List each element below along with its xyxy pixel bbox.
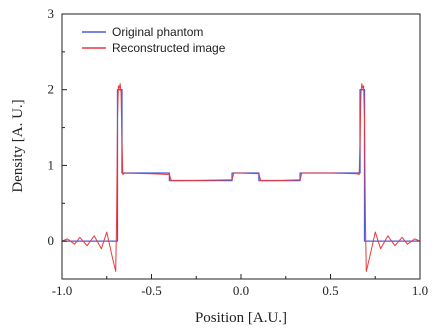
y-tick-label: 2: [48, 82, 55, 97]
y-tick-label: 1: [48, 157, 55, 172]
x-tick-label: 0.0: [233, 283, 249, 298]
series-original-phantom-line: [62, 89, 420, 242]
legend-label-original: Original phantom: [112, 25, 203, 39]
legend-label-reconstructed: Reconstructed image: [112, 41, 226, 55]
y-tick-label: 0: [48, 233, 55, 248]
x-tick-label: 1.0: [412, 283, 428, 298]
x-axis-title: Position [A.U.]: [195, 310, 287, 326]
y-axis-title: Density [A. U.]: [10, 99, 26, 192]
legend: Original phantom Reconstructed image: [82, 25, 226, 55]
y-tick-label: 3: [48, 6, 55, 21]
x-tick-label: -1.0: [52, 283, 73, 298]
x-tick-label: 0.5: [322, 283, 338, 298]
x-tick-label: -0.5: [141, 283, 162, 298]
series-reconstructed-image-line: [61, 83, 421, 272]
